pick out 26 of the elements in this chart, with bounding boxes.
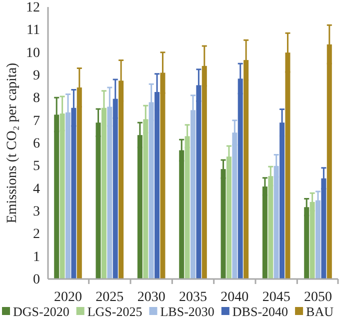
y-tick-label: 12 [26,0,40,16]
legend-label: DGS-2020 [13,304,70,318]
y-tick-label: 11 [26,23,40,38]
y-tick-label: 10 [26,46,40,61]
y-tick-label: 9 [33,68,40,84]
y-tick-label: 5 [33,159,40,174]
x-tick-label: 2035 [179,290,207,305]
x-tick-label: 2040 [220,290,249,305]
y-tick-label: 2 [33,227,40,242]
y-tick-label: 7 [33,114,40,129]
y-axis-title: Emissions (t CO₂ per capita) [5,62,20,224]
legend-label: BAU [306,304,334,318]
legend-label: LBS-2030 [160,304,214,318]
x-tick-label: 2050 [304,290,332,305]
y-tick-label: 3 [33,204,40,220]
y-tick-label: 6 [33,136,40,152]
y-tick-label: 4 [33,182,40,197]
y-tick-label: 8 [33,91,40,106]
legend-label: DBS-2040 [232,304,288,318]
x-tick-label: 2045 [262,290,290,305]
y-tick-label: 1 [33,250,40,265]
x-tick-label: 2020 [54,290,82,305]
x-tick-label: 2025 [96,290,124,305]
x-tick-label: 2030 [137,290,166,305]
legend-label: LGS-2025 [87,304,142,318]
y-tick-label: 0 [33,272,40,288]
